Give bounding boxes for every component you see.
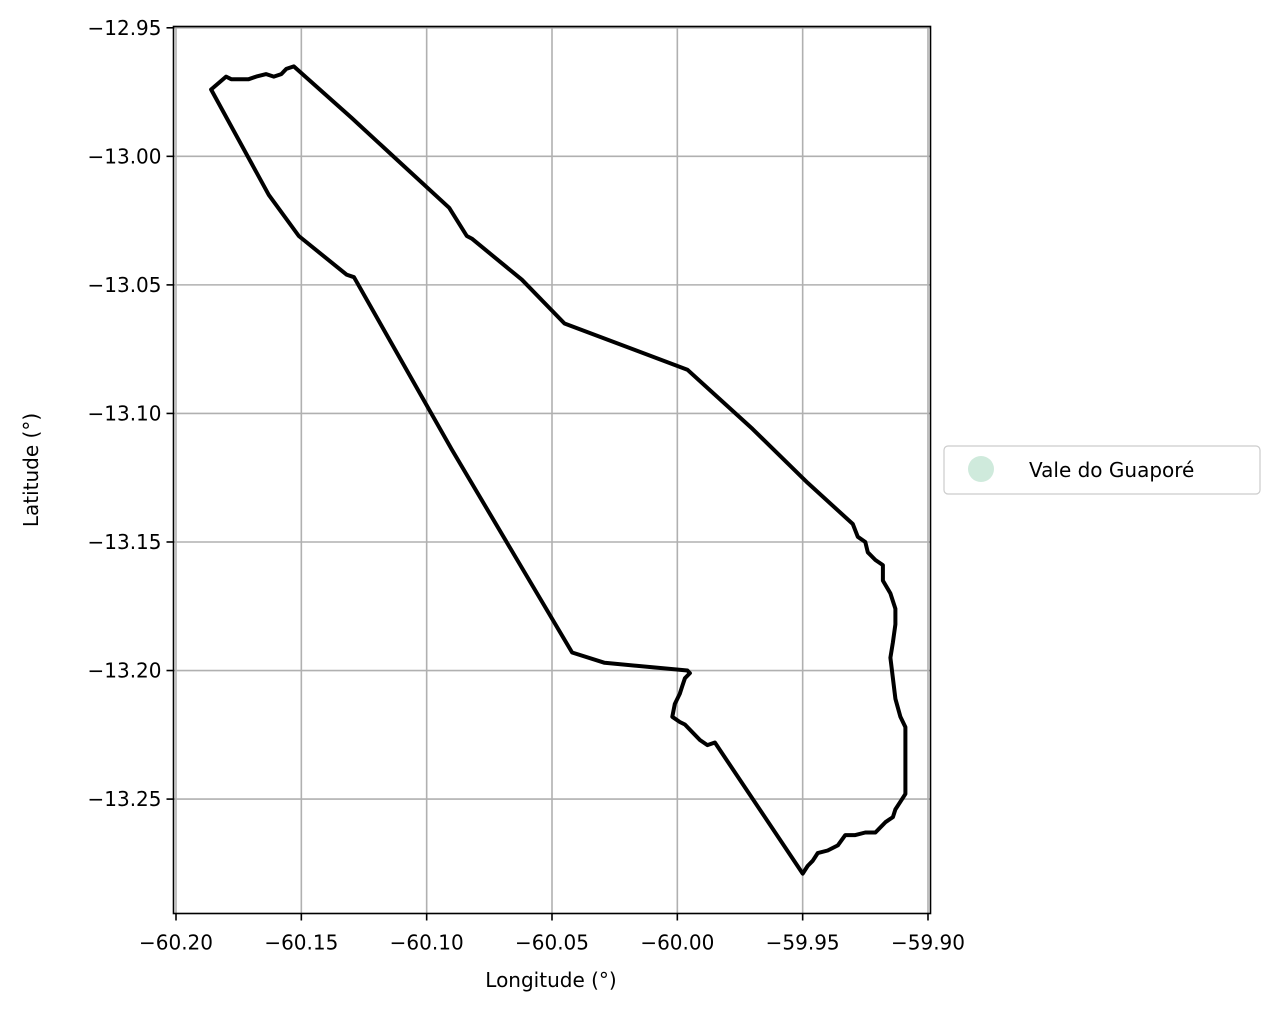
- x-axis-ticks: −60.20 −60.15 −60.10 −60.05 −60.00 −59.95 −59.…: [139, 913, 965, 955]
- y-axis-label: Latitude (°): [19, 413, 43, 527]
- x-tick-label: −60.15: [264, 931, 338, 955]
- y-tick-label: −13.00: [87, 144, 161, 168]
- y-tick-label: −12.95: [87, 16, 161, 40]
- y-tick-label: −13.15: [87, 530, 161, 554]
- legend-marker-icon: [968, 456, 994, 482]
- legend: Vale do Guaporé: [943, 445, 1261, 495]
- region-boundary-vale-do-guapore: [209, 64, 908, 876]
- x-tick-label: −60.10: [390, 931, 464, 955]
- legend-label: Vale do Guaporé: [1029, 458, 1194, 482]
- y-tick-label: −13.20: [87, 659, 161, 683]
- x-tick-label: −59.95: [766, 931, 840, 955]
- x-tick-label: −60.20: [139, 931, 213, 955]
- x-tick-label: −60.05: [515, 931, 589, 955]
- y-tick-label: −13.10: [87, 401, 161, 425]
- x-tick-label: −60.00: [640, 931, 714, 955]
- y-tick-label: −13.05: [87, 273, 161, 297]
- y-axis-ticks: −12.95 −13.00 −13.05 −13.10 −13.15 −13.20 −13.…: [87, 16, 174, 811]
- region-boundaries: [209, 64, 908, 876]
- x-tick-label: −59.90: [891, 931, 965, 955]
- legend-box: [943, 445, 1261, 495]
- y-tick-label: −13.25: [87, 787, 161, 811]
- x-axis-label: Longitude (°): [485, 968, 616, 992]
- gridlines: [173, 26, 931, 914]
